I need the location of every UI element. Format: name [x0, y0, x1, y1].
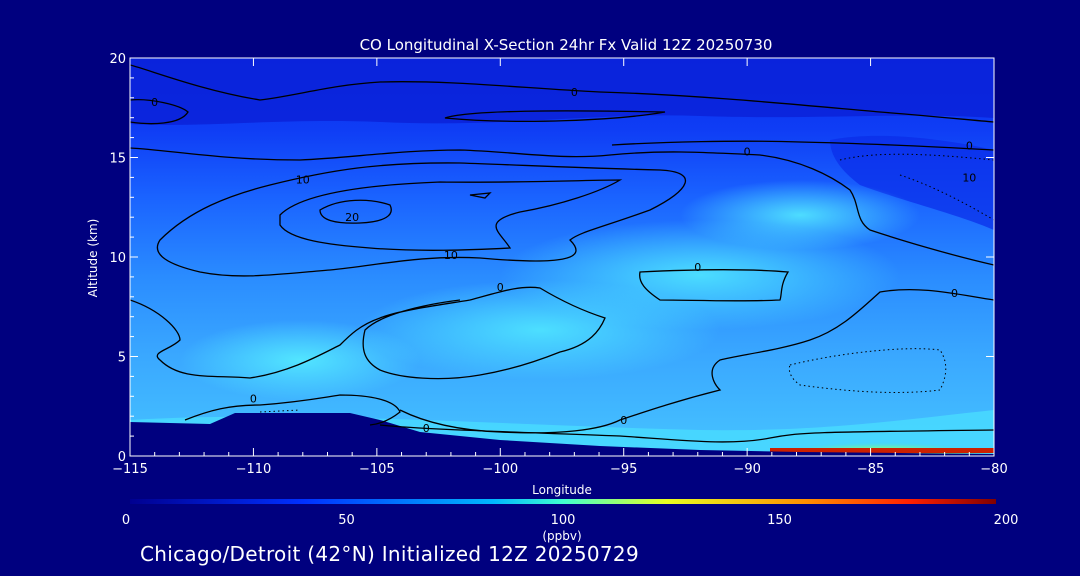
colorbar-tick-label: 0	[122, 513, 130, 528]
contour-label: 0	[744, 146, 751, 159]
x-tick-label: −80	[980, 462, 1007, 477]
contour-small-lens	[469, 192, 492, 199]
contour-0-mid	[639, 269, 790, 302]
colorbar-tick-label: 100	[551, 513, 576, 528]
co-high-region-center	[360, 280, 720, 380]
contour-mid-upper-0	[130, 147, 994, 266]
co-high-region-upper	[680, 180, 920, 250]
colorbar-gradient	[130, 499, 996, 504]
contour-label: 0	[966, 140, 973, 153]
co-surface-max-band	[770, 448, 994, 453]
contour-lines	[130, 64, 994, 443]
contour-label: 0	[951, 287, 958, 300]
contour-label: 10	[444, 249, 458, 262]
contour-10	[156, 162, 687, 277]
y-axis-ticks: 0 5 10 15 20	[109, 52, 994, 465]
x-tick-label: −110	[236, 462, 272, 477]
contour-label: 0	[151, 96, 158, 109]
contour-0-surface	[184, 394, 401, 426]
co-low-band-right	[830, 135, 994, 230]
dotted-contour-right-edge	[899, 174, 994, 221]
colorbar-tick-label: 50	[338, 513, 355, 528]
contour-label: 0	[250, 392, 257, 405]
contour-10-inner	[279, 179, 623, 251]
y-tick-label: 5	[118, 351, 126, 366]
contour-upper-0	[130, 64, 994, 123]
co-high-region-left	[180, 320, 420, 400]
contour-0-bottom	[379, 424, 994, 443]
chart-title: CO Longitudinal X-Section 24hr Fx Valid …	[360, 36, 773, 54]
y-tick-label: 10	[109, 251, 126, 266]
x-tick-label: −115	[112, 462, 148, 477]
x-tick-label: −95	[610, 462, 637, 477]
dotted-contours	[259, 153, 994, 413]
colorbar-ticks: 0 50 100 150 200	[122, 513, 1019, 528]
x-axis-label: Longitude	[532, 483, 592, 497]
y-tick-label: 15	[109, 152, 126, 167]
contour-0-lower	[130, 286, 606, 380]
x-tick-label: −100	[482, 462, 518, 477]
y-tick-label: 0	[118, 450, 126, 465]
terrain	[130, 413, 994, 456]
contour-label: 0	[694, 261, 701, 274]
contour-label: 10	[962, 171, 976, 184]
contour-strat-lens	[444, 110, 666, 122]
contour-right-0	[611, 140, 994, 151]
contour-label: 0	[571, 86, 578, 99]
contour-labels: 0 0 0 0 10 10 20 10 0 0 0 0 0 0	[151, 86, 976, 435]
contour-label: 10	[296, 173, 310, 186]
co-low-band-upper	[130, 58, 994, 125]
colorbar: 0 50 100 150 200 (ppbv)	[122, 499, 1019, 543]
contour-label: 20	[345, 211, 359, 224]
footer-caption: Chicago/Detroit (42°N) Initialized 12Z 2…	[140, 542, 639, 566]
dotted-contour-upper-right	[839, 153, 994, 161]
colorbar-tick-label: 200	[994, 513, 1019, 528]
contour-top-left	[130, 99, 189, 125]
x-tick-label: −105	[359, 462, 395, 477]
x-tick-label: −90	[733, 462, 760, 477]
y-tick-label: 20	[109, 52, 126, 67]
colorbar-unit: (ppbv)	[542, 529, 581, 543]
y-axis-label: Altitude (km)	[86, 219, 100, 298]
x-tick-label: −85	[857, 462, 884, 477]
colorbar-tick-label: 150	[767, 513, 792, 528]
contour-label: 0	[497, 281, 504, 294]
x-axis-ticks: −115 −110 −105 −100 −95 −90 −85 −80	[112, 58, 1008, 477]
contour-label: 0	[423, 422, 430, 435]
contour-label: 0	[620, 414, 627, 427]
plot-area	[130, 58, 994, 456]
contour-20	[319, 199, 392, 224]
